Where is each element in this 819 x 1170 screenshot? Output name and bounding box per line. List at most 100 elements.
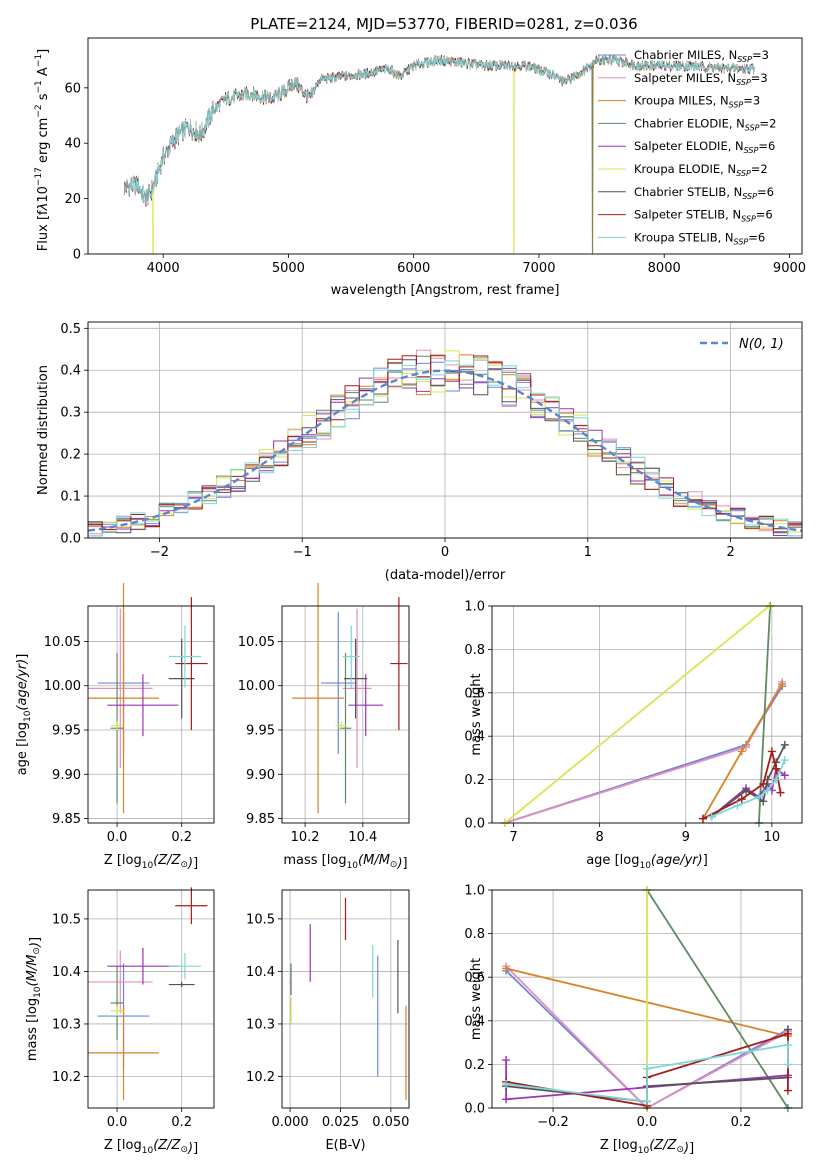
weight-line-chabrier-elodie [646, 890, 789, 1108]
mass-vs-EBV-xlabel: E(B-V) [325, 1138, 365, 1153]
weight-vs-Z-xlabel: Z [log10(Z/Z⊙)] [600, 1138, 694, 1156]
x-tick-label: 10.4 [348, 830, 377, 845]
x-tick-label: 0.0 [107, 1115, 128, 1130]
spectrum-line-kroupa-stelib [123, 54, 755, 205]
y-tick-label: 10.00 [238, 679, 275, 694]
panel-mass-vs-EBV: 0.000 0.025 0.050 10.2 10.3 10.4 10.5 E(B-V) [246, 889, 410, 1153]
x-tick-label: 0.0 [107, 830, 128, 845]
x-tick-label: 7000 [522, 261, 555, 276]
point-chabrier-stelib [344, 638, 368, 719]
weight-marker-chabrier-stelib [759, 797, 768, 806]
weight-line-kroupa-elodie [504, 606, 770, 823]
axes-frame [87, 37, 803, 255]
weight-marker-kroupa-stelib [754, 792, 763, 801]
y-tick-label: 0.2 [464, 773, 485, 788]
y-tick-label: 10.05 [238, 635, 275, 650]
y-tick-label: 10.4 [52, 965, 81, 980]
point-salpeter-stelib [175, 597, 208, 730]
y-tick-label: 0.8 [464, 643, 485, 658]
weight-marker-kroupa-stelib [783, 1060, 792, 1069]
y-tick-label: 10.2 [52, 1070, 81, 1085]
x-tick-label: 4000 [147, 261, 180, 276]
point-chabrier-stelib [168, 981, 195, 988]
y-tick-label: 10.3 [246, 1017, 275, 1032]
axes-frame [87, 605, 215, 824]
point-kroupa-elodie [335, 721, 347, 730]
y-tick-label: 9.95 [52, 724, 81, 739]
x-tick-label: 8 [595, 830, 603, 845]
panels: 4000 5000 6000 7000 8000 90000204060Chabrier … [15, 37, 806, 1156]
weight-vs-age-xlabel: age [log10(age/yr)] [586, 853, 708, 871]
point-chabrier-stelib [168, 638, 195, 719]
weight-line-chabrier-elodie [758, 606, 771, 823]
x-tick-label: −2 [150, 545, 169, 560]
axes-frame [491, 889, 803, 1109]
axes-frame [491, 605, 803, 824]
y-tick-label: 0.4 [464, 730, 485, 745]
weight-marker-salpeter-stelib [783, 1086, 792, 1095]
weight-marker-kroupa-stelib [643, 1097, 651, 1106]
axes-frame [281, 889, 410, 1109]
weight-marker-kroupa-miles [737, 747, 746, 756]
y-tick-label: 60 [64, 81, 81, 96]
y-tick-label: 0.8 [464, 927, 485, 942]
x-tick-label: 9 [682, 830, 690, 845]
y-tick-label: 10.5 [246, 912, 275, 927]
point-salpeter-stelib [390, 597, 408, 730]
point-kroupa-miles [88, 1005, 160, 1101]
x-tick-label: 6000 [397, 261, 430, 276]
weight-marker-kroupa-stelib [643, 1064, 651, 1073]
spectrum-ylabel: Flux [fλ10−17 erg cm−2 s−1 A−1] [34, 49, 51, 251]
y-tick-label: 0 [73, 248, 81, 263]
weight-marker-salpeter-stelib [783, 1029, 792, 1038]
y-tick-label: 0.0 [464, 817, 485, 832]
weight-marker-kroupa-stelib [763, 786, 772, 795]
x-tick-label: −1 [293, 545, 312, 560]
y-tick-label: 0.2 [60, 448, 81, 463]
weight-line-chabrier-miles [505, 970, 789, 1108]
legend-label-chabrier-elodie: Chabrier ELODIE, NSSP=2 [634, 116, 776, 132]
x-tick-label: 9000 [773, 261, 806, 276]
legend-label-salpeter-stelib: Salpeter STELIB, NSSP=6 [634, 208, 773, 224]
weight-vs-age-ylabel: mass weight [469, 673, 484, 755]
spectrum-xlabel: wavelength [Angstrom, rest frame] [331, 283, 560, 298]
legend-label-chabrier-stelib: Chabrier STELIB, NSSP=6 [634, 185, 774, 201]
axes-frame [87, 321, 803, 539]
point-kroupa-elodie [110, 1005, 124, 1017]
weight-marker-salpeter-elodie [502, 1095, 511, 1104]
weight-line-salpeter-stelib [702, 751, 782, 820]
weight-marker-kroupa-stelib [733, 801, 742, 810]
y-tick-label: 0.3 [60, 406, 81, 421]
weight-marker-salpeter-stelib [737, 795, 746, 804]
point-kroupa-miles [88, 582, 160, 814]
weight-marker-chabrier-stelib [780, 740, 789, 749]
x-tick-label: 0.000 [271, 1115, 308, 1130]
weight-marker-salpeter-stelib [776, 788, 785, 797]
x-tick-label: 1 [584, 545, 592, 560]
axes-frame [87, 889, 215, 1109]
point-chabrier-elodie [110, 966, 124, 1040]
y-tick-label: 0.4 [60, 364, 81, 379]
y-tick-label: 10.2 [246, 1070, 275, 1085]
panel-weight-vs-Z: −0.2 0.0 0.2 0.0 0.2 0.4 0.6 0.8 1.0 Z [log10(Z/Z… [464, 884, 803, 1156]
y-tick-label: 1.0 [464, 884, 485, 899]
figure-title: PLATE=2124, MJD=53770, FIBERID=0281, z=0… [250, 15, 637, 33]
y-tick-label: 10.00 [44, 679, 81, 694]
x-tick-label: 0.2 [171, 1115, 192, 1130]
residuals-xlabel: (data-model)/error [385, 568, 506, 583]
weight-line-kroupa-stelib [711, 759, 786, 818]
spectrum-legend: Chabrier MILES, NSSP=3 Salpeter MILES, NS… [598, 48, 776, 246]
x-tick-label: 2 [726, 545, 734, 560]
x-tick-label: 0.2 [171, 830, 192, 845]
y-tick-label: 20 [64, 192, 81, 207]
weight-marker-kroupa-stelib [783, 1040, 792, 1049]
legend-label-kroupa-stelib: Kroupa STELIB, NSSP=6 [634, 230, 765, 246]
weight-marker-salpeter-elodie [502, 1056, 511, 1065]
weight-marker-kroupa-miles [778, 680, 787, 689]
y-tick-label: 0.4 [464, 1014, 485, 1029]
x-tick-label: 8000 [648, 261, 681, 276]
y-tick-label: 9.90 [246, 768, 275, 783]
point-salpeter-elodie [348, 674, 384, 737]
